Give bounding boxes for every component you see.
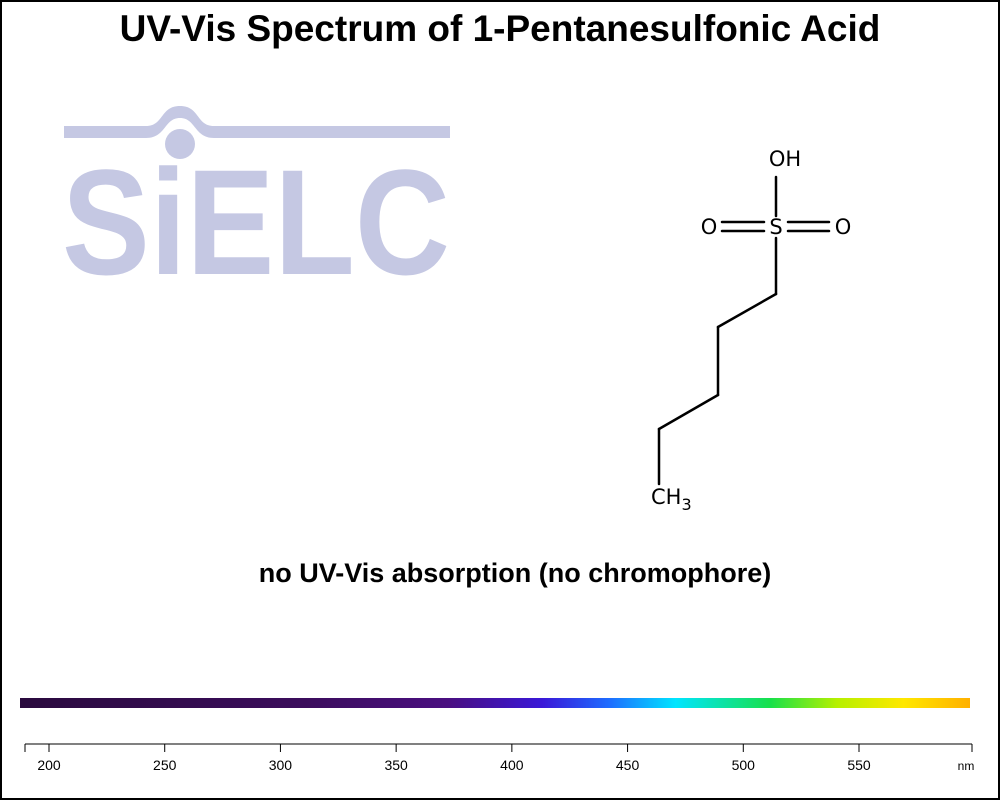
sielc-logo: SiELC	[62, 106, 450, 281]
oxygen-right-label: O	[835, 215, 852, 239]
wavelength-axis: 200 250 300 350 400 450 500 550 nm	[20, 698, 975, 773]
logo-text: SiELC	[62, 138, 450, 281]
x-tick-label: 300	[269, 757, 293, 773]
x-tick-label: 400	[500, 757, 524, 773]
x-tick-label: 450	[616, 757, 640, 773]
ch3-label: CH3	[651, 485, 692, 514]
sulfur-label: S	[769, 215, 782, 239]
x-tick-label: 350	[384, 757, 408, 773]
x-tick-label: 550	[847, 757, 871, 773]
x-tick-label: 200	[37, 757, 61, 773]
chemical-structure: OH O S O CH3	[651, 147, 852, 514]
no-absorption-note: no UV-Vis absorption (no chromophore)	[258, 558, 772, 588]
x-axis-unit-label: nm	[958, 759, 975, 773]
x-axis-ticks: 200 250 300 350 400 450 500 550	[24, 744, 973, 773]
oxygen-left-label: O	[701, 215, 718, 239]
x-tick-label: 250	[153, 757, 177, 773]
ch-text: CH	[651, 485, 681, 509]
x-tick-label: 500	[732, 757, 756, 773]
spectrum-color-bar	[20, 698, 970, 708]
oh-label: OH	[769, 147, 801, 171]
subscript-3: 3	[681, 495, 691, 514]
chart-title: UV-Vis Spectrum of 1-Pentanesulfonic Aci…	[119, 8, 881, 49]
